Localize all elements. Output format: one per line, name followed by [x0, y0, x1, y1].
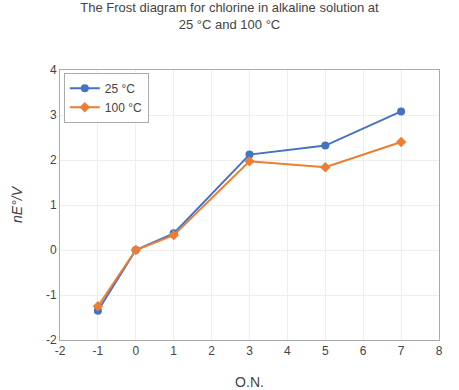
- svg-text:6: 6: [360, 344, 367, 358]
- svg-text:4: 4: [50, 63, 57, 77]
- svg-text:3: 3: [246, 344, 253, 358]
- svg-text:2: 2: [50, 153, 57, 167]
- svg-text:-2: -2: [46, 333, 57, 347]
- svg-text:nE°/V: nE°/V: [9, 185, 25, 223]
- svg-text:1: 1: [50, 198, 57, 212]
- svg-text:5: 5: [322, 344, 329, 358]
- svg-text:4: 4: [284, 344, 291, 358]
- svg-text:0: 0: [50, 243, 57, 257]
- svg-text:-1: -1: [46, 288, 57, 302]
- svg-text:-2: -2: [55, 344, 66, 358]
- svg-text:The Frost diagram for chlorine: The Frost diagram for chlorine in alkali…: [80, 0, 379, 32]
- svg-text:2: 2: [208, 344, 215, 358]
- svg-text:3: 3: [50, 108, 57, 122]
- svg-text:100 °C: 100 °C: [105, 101, 142, 115]
- svg-text:0: 0: [132, 344, 139, 358]
- svg-text:7: 7: [398, 344, 405, 358]
- svg-text:O.N.: O.N.: [235, 374, 264, 390]
- svg-text:8: 8: [436, 344, 443, 358]
- svg-text:-1: -1: [93, 344, 104, 358]
- svg-text:25 °C: 25 °C: [105, 82, 135, 96]
- svg-text:1: 1: [170, 344, 177, 358]
